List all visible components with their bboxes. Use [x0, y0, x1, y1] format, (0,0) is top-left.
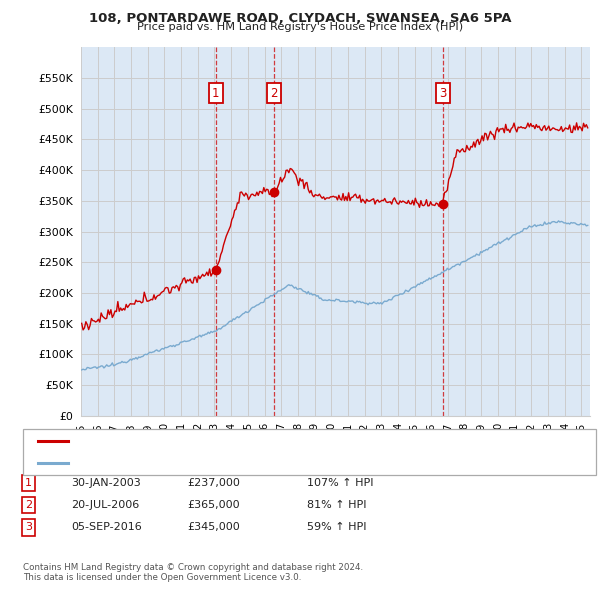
- Text: 20-JUL-2006: 20-JUL-2006: [71, 500, 140, 510]
- Text: 108, PONTARDAWE ROAD, CLYDACH, SWANSEA, SA6 5PA: 108, PONTARDAWE ROAD, CLYDACH, SWANSEA, …: [89, 12, 511, 25]
- Text: Price paid vs. HM Land Registry's House Price Index (HPI): Price paid vs. HM Land Registry's House …: [137, 22, 463, 32]
- Text: Contains HM Land Registry data © Crown copyright and database right 2024.: Contains HM Land Registry data © Crown c…: [23, 563, 363, 572]
- Text: 107% ↑ HPI: 107% ↑ HPI: [307, 478, 374, 487]
- Text: 1: 1: [25, 478, 32, 487]
- Text: 81% ↑ HPI: 81% ↑ HPI: [307, 500, 367, 510]
- Text: 2: 2: [25, 500, 32, 510]
- Text: 3: 3: [25, 523, 32, 532]
- Text: 59% ↑ HPI: 59% ↑ HPI: [307, 523, 367, 532]
- Text: 05-SEP-2016: 05-SEP-2016: [71, 523, 142, 532]
- Text: £237,000: £237,000: [187, 478, 240, 487]
- Text: 2: 2: [270, 87, 277, 100]
- Text: 3: 3: [439, 87, 446, 100]
- Text: HPI: Average price, detached house, Swansea: HPI: Average price, detached house, Swan…: [74, 457, 305, 467]
- Text: This data is licensed under the Open Government Licence v3.0.: This data is licensed under the Open Gov…: [23, 573, 301, 582]
- Text: £365,000: £365,000: [187, 500, 240, 510]
- Text: 30-JAN-2003: 30-JAN-2003: [71, 478, 141, 487]
- Text: 108, PONTARDAWE ROAD, CLYDACH, SWANSEA, SA6 5PA (detached house): 108, PONTARDAWE ROAD, CLYDACH, SWANSEA, …: [74, 437, 454, 447]
- Text: 1: 1: [212, 87, 220, 100]
- Text: £345,000: £345,000: [187, 523, 240, 532]
